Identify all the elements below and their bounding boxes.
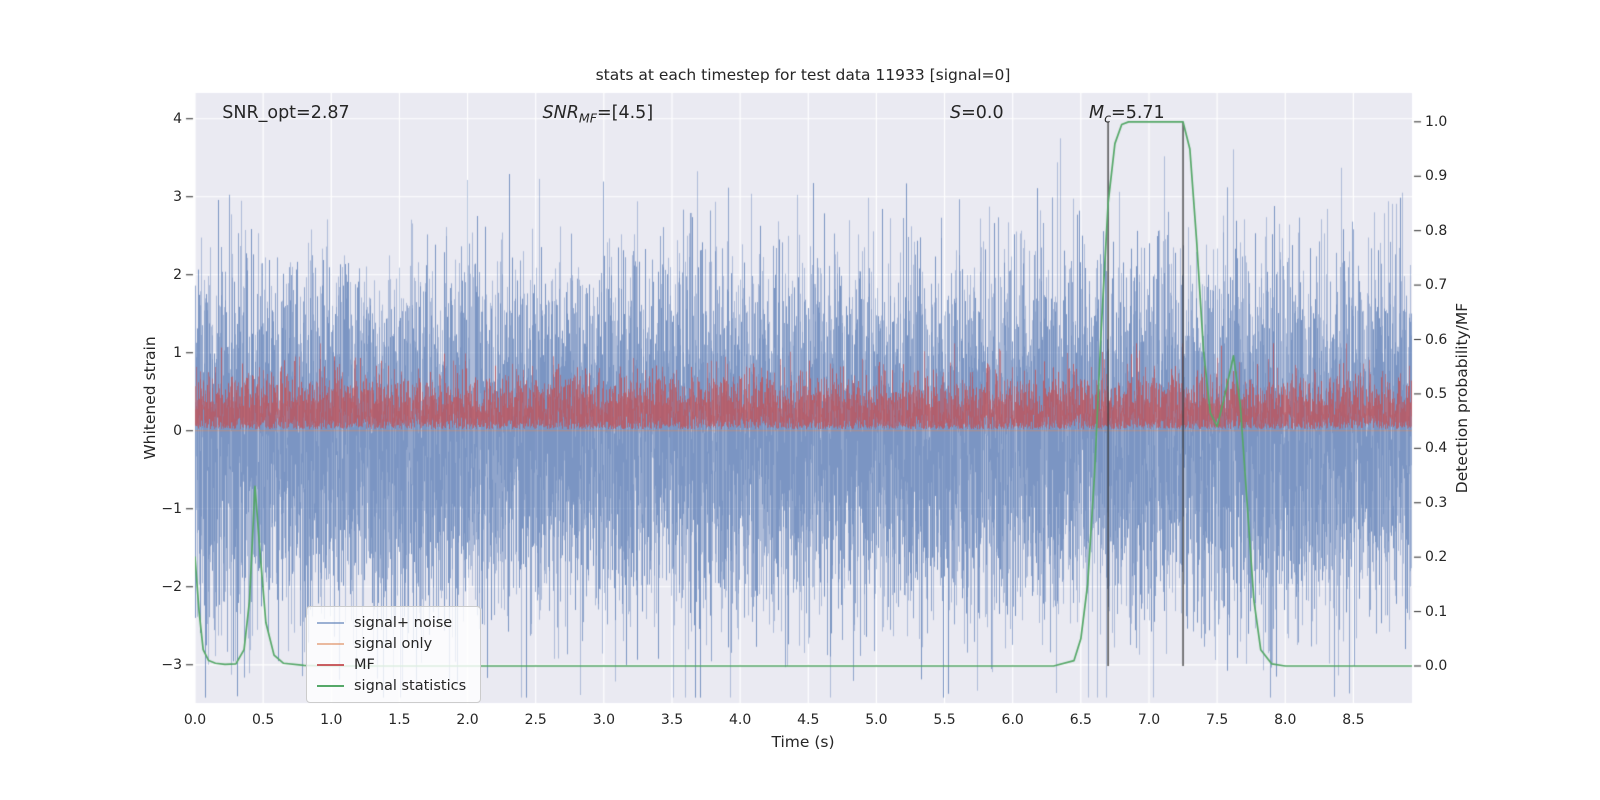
annotation-s-prefix: S [950,103,962,123]
x-tick-label: 2.0 [456,712,479,728]
x-tick-label: 8.0 [1274,712,1297,728]
annotation-snr-opt: SNR_opt=2.87 [222,103,350,123]
annotation-mc: Mc=5.71 [1089,103,1165,126]
x-tick-label: 6.0 [1001,712,1024,728]
y-right-tick-label: 0.3 [1425,494,1448,511]
annotation-mc-prefix: M [1089,103,1105,123]
annotation-snr-mf-suffix: =[4.5] [597,103,654,123]
x-tick-label: 5.0 [865,712,888,728]
x-tick-label: 4.0 [728,712,752,728]
y-right-tick-label: 1.0 [1425,113,1448,130]
legend-label: MF [354,657,375,673]
x-tick-label: 1.0 [320,712,343,728]
x-tick-label: 7.5 [1205,712,1229,728]
x-tick-label: 8.5 [1342,712,1365,728]
y-right-tick-label: 0.9 [1425,168,1448,185]
legend-label: signal only [354,636,433,652]
annotation-mc-suffix: =5.71 [1111,103,1165,123]
y-right-tick-label: 0.6 [1425,331,1448,348]
legend-label: signal statistics [354,678,467,694]
y-left-tick-label: 1 [173,344,182,361]
legend-swatch [317,621,344,625]
y-left-tick-label: 3 [173,188,182,205]
x-axis-label: Time (s) [771,733,835,751]
annotation-snr-mf-sub: MF [578,110,597,126]
x-tick-label: 0.5 [252,712,275,728]
annotation-s-suffix: =0.0 [961,103,1004,123]
y-left-tick-label: 2 [173,266,182,283]
y-right-tick-label: 0.1 [1425,603,1448,620]
x-tick-label: 6.5 [1069,712,1092,728]
y-left-tick-label: 4 [173,110,182,127]
y-left-tick-label: −3 [161,656,182,673]
x-tick-label: 3.0 [592,712,615,728]
legend-item-mf: MF [317,657,466,673]
annotation-s: S=0.0 [950,103,1004,123]
annotation-snr-mf-prefix: SNR [542,103,579,123]
x-tick-label: 5.5 [933,712,956,728]
x-tick-label: 7.0 [1137,712,1161,728]
y-right-tick-label: 0.7 [1425,277,1448,294]
x-tick-label: 3.5 [660,712,684,728]
x-tick-label: 0.0 [183,712,207,728]
legend: signal+ noise signal only MF signal statist… [306,606,482,703]
legend-swatch [317,684,344,688]
y-axis-label-right: Detection probability/MF [1453,302,1471,494]
x-tick-label: 1.5 [388,712,411,728]
legend-item-signal-statistics: signal statistics [317,678,466,694]
annotation-snr-mf: SNRMF=[4.5] [543,103,654,126]
y-left-tick-label: 0 [173,422,182,439]
chart-title: stats at each timestep for test data 119… [595,66,1011,84]
y-right-tick-label: 0.4 [1425,440,1448,457]
legend-item-signal-only: signal only [317,636,466,652]
y-left-tick-label: −2 [161,578,182,595]
y-right-tick-label: 0.5 [1425,385,1448,402]
legend-item-signal-noise: signal+ noise [317,615,466,631]
annotation-mc-sub: c [1104,110,1112,126]
legend-label: signal+ noise [354,615,453,631]
y-right-tick-label: 0.8 [1425,222,1448,239]
x-tick-label: 2.5 [524,712,547,728]
y-axis-label-left: Whitened strain [141,336,159,460]
y-left-tick-label: −1 [161,500,182,517]
y-right-tick-label: 0.2 [1425,549,1448,566]
legend-swatch [317,663,344,667]
legend-swatch [317,642,344,646]
x-tick-label: 4.5 [797,712,820,728]
y-right-tick-label: 0.0 [1425,657,1448,674]
